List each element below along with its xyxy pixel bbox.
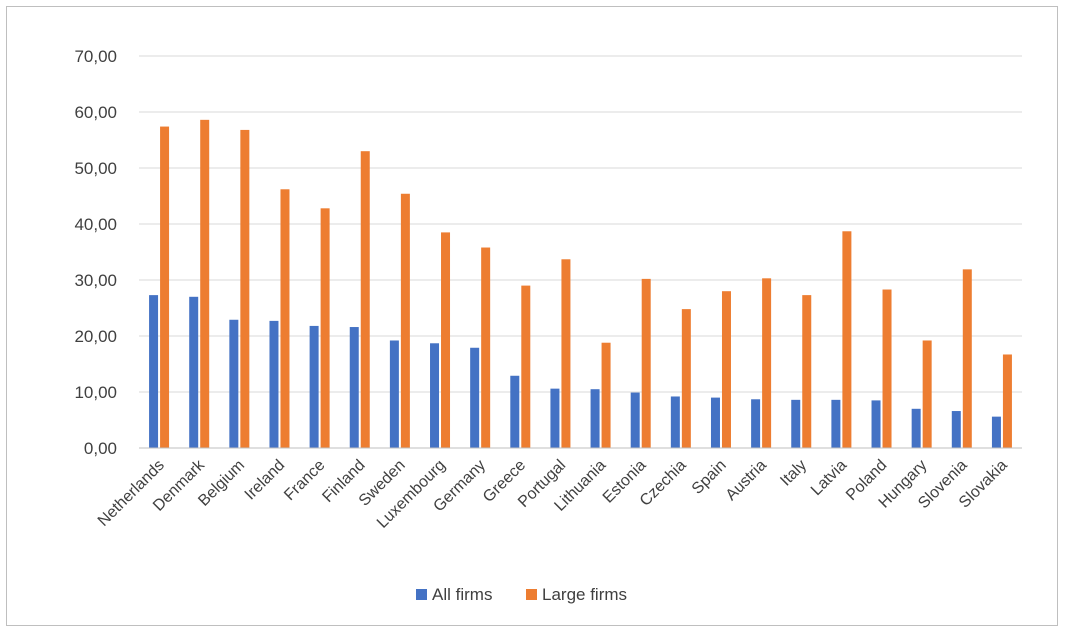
x-axis-ticks: NetherlandsDenmarkBelgiumIrelandFranceFi… bbox=[95, 456, 1011, 532]
bar-large-firms-lithuania bbox=[601, 342, 611, 448]
bar-large-firms-czechia bbox=[681, 309, 691, 448]
bar-large-firms-poland bbox=[882, 289, 892, 448]
legend-label-all-firms: All firms bbox=[432, 585, 492, 604]
bar-all-firms-finland bbox=[349, 327, 359, 448]
bar-large-firms-netherlands bbox=[160, 126, 170, 448]
y-axis-ticks: 0,00 10,00 20,00 30,00 40,00 50,00 60,00 70,00 bbox=[74, 47, 117, 458]
bar-all-firms-germany bbox=[470, 347, 480, 448]
x-tick-label: Netherlands bbox=[95, 457, 168, 530]
bar-all-firms-lithuania bbox=[590, 389, 600, 448]
bar-large-firms-estonia bbox=[641, 278, 651, 448]
legend: All firms Large firms bbox=[416, 585, 627, 604]
bar-all-firms-greece bbox=[510, 375, 520, 448]
bar-large-firms-austria bbox=[762, 278, 772, 448]
bar-large-firms-italy bbox=[802, 295, 812, 448]
bar-all-firms-portugal bbox=[550, 388, 560, 448]
bar-large-firms-portugal bbox=[561, 259, 571, 448]
legend-swatch-large-firms bbox=[526, 589, 537, 600]
bar-all-firms-austria bbox=[751, 399, 761, 448]
x-tick-label: Austria bbox=[723, 457, 770, 504]
bar-all-firms-czechia bbox=[670, 396, 680, 448]
bar-all-firms-poland bbox=[871, 400, 881, 448]
bar-large-firms-france bbox=[320, 208, 330, 448]
bar-all-firms-france bbox=[309, 325, 319, 448]
bar-large-firms-spain bbox=[721, 291, 731, 448]
bar-all-firms-slovakia bbox=[991, 416, 1001, 448]
bar-large-firms-latvia bbox=[842, 231, 852, 448]
bar-all-firms-estonia bbox=[630, 392, 640, 448]
y-tick-label: 70,00 bbox=[74, 47, 117, 66]
bar-large-firms-denmark bbox=[200, 119, 210, 448]
y-tick-label: 40,00 bbox=[74, 215, 117, 234]
y-tick-label: 0,00 bbox=[84, 439, 117, 458]
bar-large-firms-germany bbox=[481, 247, 491, 448]
bar-large-firms-ireland bbox=[280, 189, 290, 448]
x-tick-label: Italy bbox=[777, 457, 810, 490]
bar-all-firms-denmark bbox=[189, 296, 199, 448]
bar-all-firms-hungary bbox=[911, 408, 921, 448]
y-tick-label: 20,00 bbox=[74, 327, 117, 346]
chart-frame: 0,00 10,00 20,00 30,00 40,00 50,00 60,00 70,00 … bbox=[6, 6, 1058, 626]
y-tick-label: 50,00 bbox=[74, 159, 117, 178]
x-tick-label: Ireland bbox=[242, 457, 289, 504]
legend-label-large-firms: Large firms bbox=[542, 585, 627, 604]
bar-all-firms-luxembourg bbox=[430, 343, 440, 448]
bar-large-firms-slovakia bbox=[1002, 354, 1012, 448]
bars bbox=[149, 119, 1012, 449]
bar-large-firms-greece bbox=[521, 285, 531, 448]
bar-all-firms-belgium bbox=[229, 319, 239, 448]
bar-large-firms-belgium bbox=[240, 129, 250, 449]
y-tick-label: 30,00 bbox=[74, 271, 117, 290]
bar-large-firms-finland bbox=[360, 151, 370, 448]
bar-all-firms-slovenia bbox=[951, 411, 961, 448]
y-tick-label: 10,00 bbox=[74, 383, 117, 402]
legend-swatch-all-firms bbox=[416, 589, 427, 600]
bar-all-firms-sweden bbox=[389, 340, 399, 448]
bar-large-firms-luxembourg bbox=[441, 232, 451, 448]
bar-large-firms-slovenia bbox=[962, 269, 972, 448]
bar-large-firms-sweden bbox=[400, 193, 410, 448]
bar-all-firms-latvia bbox=[831, 399, 841, 448]
bar-all-firms-netherlands bbox=[149, 295, 159, 448]
bar-all-firms-italy bbox=[791, 399, 801, 448]
bar-chart: 0,0010,0020,0030,0040,0050,0060,0070,00 … bbox=[74, 47, 1022, 604]
bar-all-firms-ireland bbox=[269, 320, 279, 448]
bar-large-firms-hungary bbox=[922, 340, 932, 448]
y-tick-label: 60,00 bbox=[74, 103, 117, 122]
bar-all-firms-spain bbox=[710, 397, 720, 448]
